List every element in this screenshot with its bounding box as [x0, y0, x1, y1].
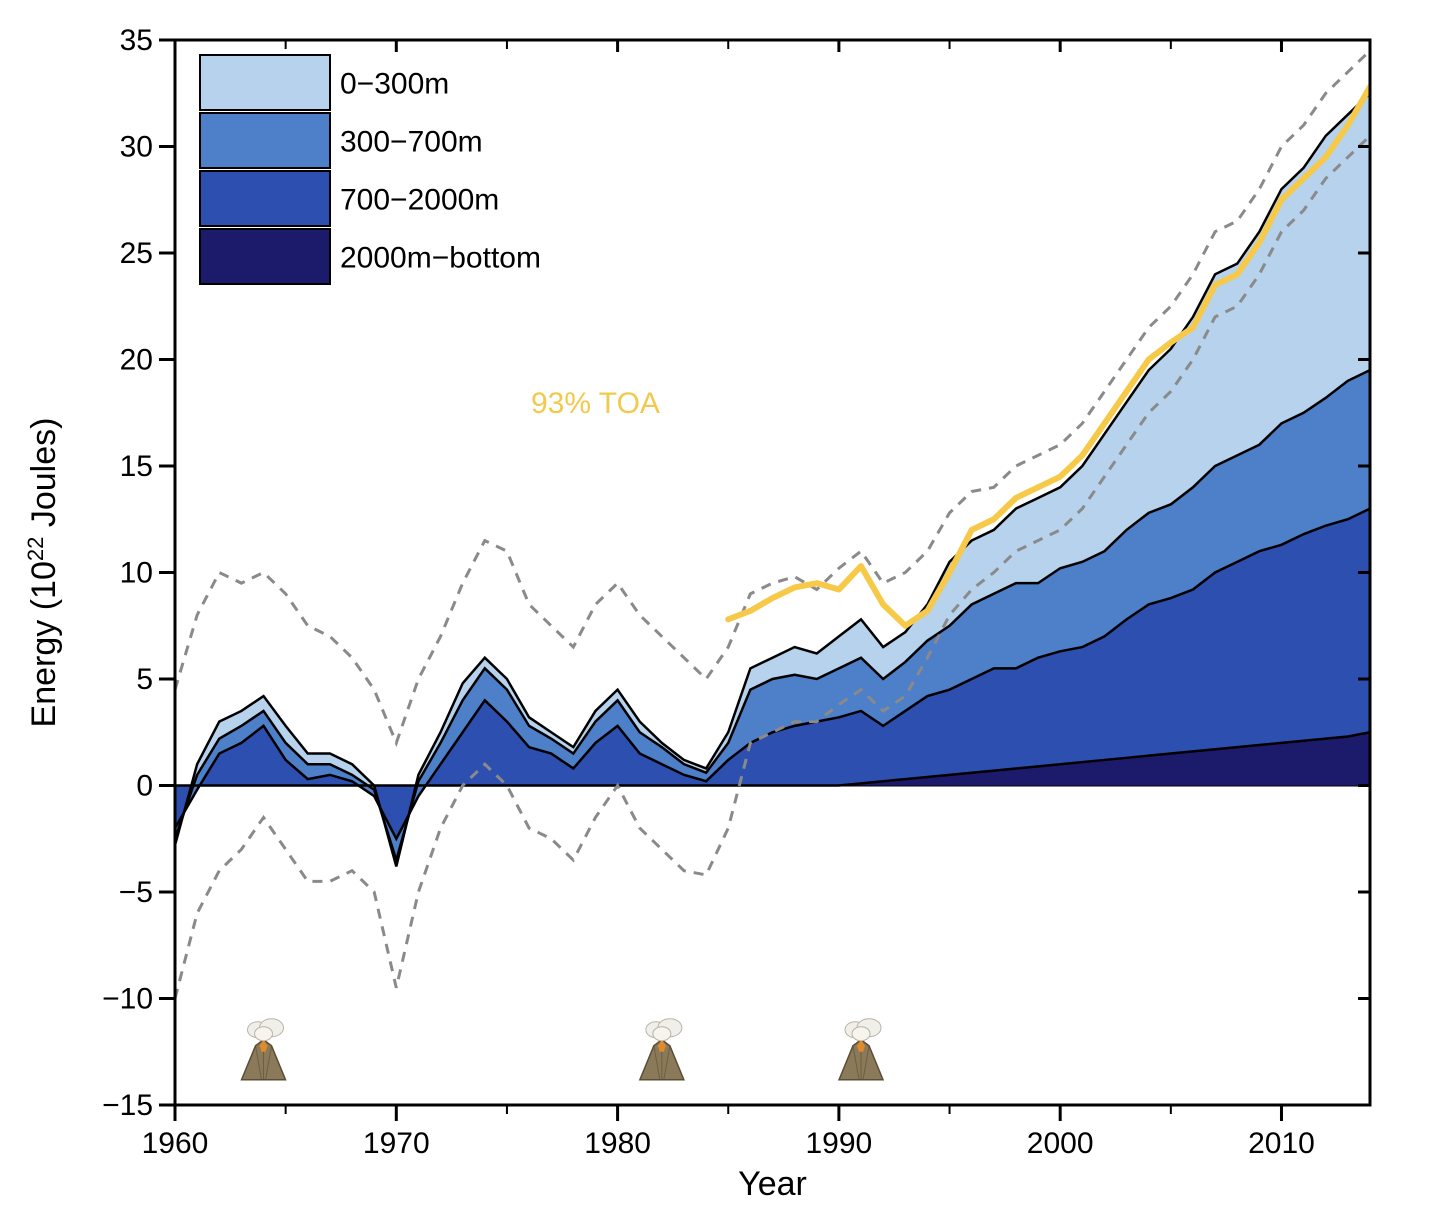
legend-label: 700−2000m	[340, 184, 499, 217]
x-axis-label: Year	[738, 1165, 807, 1203]
ytick-label: 5	[136, 663, 153, 696]
xtick-label: 1960	[142, 1127, 209, 1160]
legend-label: 0−300m	[340, 68, 449, 101]
ylabel-part: Energy (10	[25, 561, 63, 727]
legend-swatch	[200, 229, 330, 284]
ylabel-tail: Joules)	[25, 418, 63, 537]
xtick-label: 1970	[363, 1127, 430, 1160]
legend-label: 300−700m	[340, 126, 483, 159]
xtick-label: 1990	[806, 1127, 873, 1160]
ocean-heat-chart: 1960 1970 1980 1990 2000 2010 −15 −10 −5 0 5 10 15 20…	[0, 0, 1440, 1227]
xtick-label: 2010	[1248, 1127, 1315, 1160]
ytick-label: 35	[120, 24, 153, 57]
xtick-label: 2000	[1027, 1127, 1094, 1160]
ytick-label: 25	[120, 237, 153, 270]
ytick-label: 30	[120, 131, 153, 164]
ylabel-exp: 22	[23, 537, 48, 561]
ytick-label: 10	[120, 557, 153, 590]
ytick-label: 15	[120, 450, 153, 483]
ytick-label: 0	[136, 770, 153, 803]
legend-label: 2000m−bottom	[340, 242, 541, 275]
ytick-label: −10	[102, 983, 153, 1016]
xtick-label: 1980	[584, 1127, 651, 1160]
ytick-label: −15	[102, 1089, 153, 1122]
toa-annotation: 93% TOA	[531, 387, 660, 420]
ytick-label: −5	[119, 876, 153, 909]
legend-swatch	[200, 113, 330, 168]
legend-swatch	[200, 55, 330, 110]
ytick-label: 20	[120, 344, 153, 377]
legend-swatch	[200, 171, 330, 226]
y-axis-label: Energy (1022 Joules)	[23, 418, 64, 728]
